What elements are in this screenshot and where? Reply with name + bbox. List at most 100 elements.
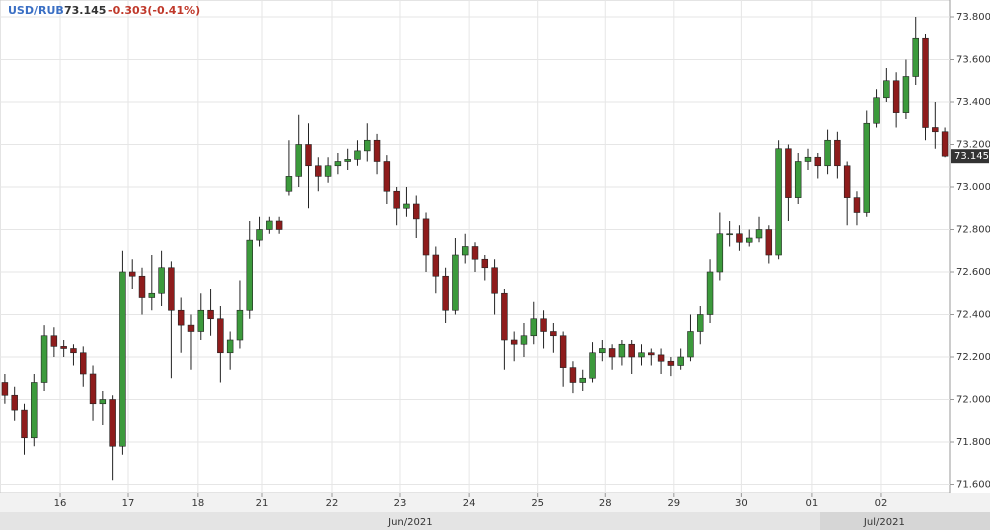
candle-body bbox=[295, 144, 302, 177]
candle-body bbox=[599, 348, 606, 354]
candle-body bbox=[471, 246, 479, 260]
symbol: USD/RUB bbox=[8, 4, 64, 17]
candle-body bbox=[364, 139, 371, 152]
y-tick-label: 72.600 bbox=[956, 267, 990, 278]
y-tick-label: 73.400 bbox=[956, 97, 990, 108]
candle-body bbox=[70, 348, 77, 354]
candle-body bbox=[354, 150, 361, 160]
candle-body bbox=[422, 218, 430, 256]
x-tick-label: 22 bbox=[326, 498, 339, 509]
y-tick-label: 72.200 bbox=[956, 352, 990, 363]
candle-body bbox=[608, 348, 616, 358]
candle-body bbox=[138, 275, 146, 298]
candle-body bbox=[334, 161, 342, 167]
x-tick-label: 17 bbox=[122, 498, 135, 509]
candle-body bbox=[510, 339, 518, 345]
month-label: Jun/2021 bbox=[387, 517, 432, 528]
candle-body bbox=[187, 324, 195, 332]
candle-body bbox=[148, 292, 156, 298]
x-tick-label: 24 bbox=[463, 498, 476, 509]
candles bbox=[1, 17, 949, 481]
candle-body bbox=[217, 318, 224, 354]
candle-body bbox=[21, 409, 28, 439]
candle-body bbox=[579, 377, 586, 383]
candle-body bbox=[158, 267, 165, 294]
y-tick-label: 71.600 bbox=[956, 480, 990, 491]
candle-body bbox=[824, 139, 831, 167]
candle-body bbox=[452, 254, 459, 311]
candle-body bbox=[373, 139, 381, 162]
candle-body bbox=[745, 237, 753, 243]
candle-body bbox=[873, 97, 880, 124]
header-change: -0.303(-0.41%) bbox=[108, 4, 200, 17]
candle-body bbox=[716, 233, 724, 273]
x-tick-label: 01 bbox=[806, 498, 819, 509]
candle-body bbox=[550, 331, 557, 337]
candle-body bbox=[383, 161, 391, 192]
candle-body bbox=[569, 367, 577, 383]
candle-body bbox=[11, 394, 18, 411]
candle-body bbox=[530, 318, 538, 337]
candle-body bbox=[843, 165, 851, 198]
candle-body bbox=[305, 144, 312, 167]
candle-body bbox=[648, 352, 655, 356]
candle-body bbox=[226, 339, 234, 354]
candle-body bbox=[461, 246, 469, 256]
candle-body bbox=[412, 203, 420, 220]
candle-body bbox=[403, 203, 410, 209]
candle-body bbox=[765, 229, 773, 256]
candle-body bbox=[922, 37, 929, 128]
candle-body bbox=[128, 271, 136, 277]
y-tick-label: 72.000 bbox=[956, 395, 990, 406]
candle-body bbox=[726, 233, 733, 236]
candle-body bbox=[618, 343, 626, 358]
x-tick-label: 25 bbox=[531, 498, 544, 509]
candle-body bbox=[794, 161, 802, 198]
candle-body bbox=[109, 399, 116, 447]
candle-body bbox=[393, 190, 400, 209]
candle-body bbox=[197, 309, 205, 332]
candle-body bbox=[932, 127, 939, 133]
candle-body bbox=[941, 131, 949, 157]
candle-body bbox=[432, 254, 440, 277]
candle-body bbox=[755, 229, 763, 239]
candle-body bbox=[775, 148, 782, 256]
candle-body bbox=[853, 197, 861, 213]
candle-body bbox=[177, 309, 185, 326]
candle-body bbox=[706, 271, 714, 315]
candle-body bbox=[236, 309, 244, 341]
candle-body bbox=[892, 80, 900, 113]
candle-body bbox=[638, 352, 645, 358]
candle-body bbox=[119, 271, 126, 447]
grid bbox=[0, 0, 950, 493]
y-tick-label: 73.200 bbox=[956, 140, 990, 151]
candle-body bbox=[804, 156, 812, 162]
candle-body bbox=[1, 382, 9, 396]
candle-body bbox=[89, 373, 97, 405]
x-axis-band bbox=[0, 493, 990, 512]
candle-body bbox=[344, 159, 351, 162]
candle-body bbox=[246, 239, 253, 311]
candle-body bbox=[324, 165, 332, 177]
y-tick-label: 71.800 bbox=[956, 437, 990, 448]
x-tick-label: 23 bbox=[394, 498, 407, 509]
candle-body bbox=[677, 356, 684, 366]
x-tick-label: 18 bbox=[191, 498, 204, 509]
y-tick-label: 73.600 bbox=[956, 55, 990, 66]
candle-body bbox=[275, 220, 283, 230]
candle-body bbox=[814, 156, 822, 167]
candle-body bbox=[902, 76, 910, 113]
last-price-tag bbox=[951, 149, 989, 164]
candle-body bbox=[736, 233, 743, 243]
candle-body bbox=[256, 229, 263, 241]
candle-body bbox=[481, 258, 489, 269]
candle-body bbox=[520, 335, 528, 345]
month-label: Jul/2021 bbox=[863, 517, 905, 528]
candle-body bbox=[315, 165, 322, 177]
candle-body bbox=[687, 331, 694, 358]
candle-body bbox=[31, 382, 38, 439]
candle-body bbox=[168, 267, 175, 311]
candle-body bbox=[50, 335, 58, 347]
y-tick-label: 73.000 bbox=[956, 182, 990, 193]
